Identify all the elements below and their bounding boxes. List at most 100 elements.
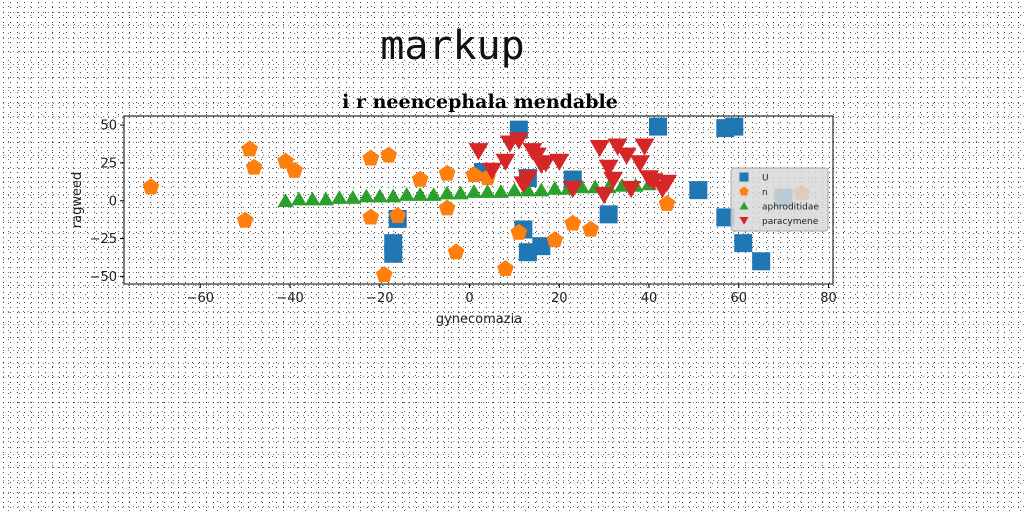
point-0-8 xyxy=(599,205,618,224)
y-tick-label-4: 50 xyxy=(100,119,117,134)
point-1-1 xyxy=(236,211,254,228)
legend-marker-1 xyxy=(739,186,749,196)
x-tick-label-2: −20 xyxy=(366,291,393,306)
point-1-7 xyxy=(380,146,398,163)
point-0-7 xyxy=(689,181,708,200)
point-3-16 xyxy=(616,147,637,165)
point-0-1 xyxy=(648,117,667,136)
point-3-12 xyxy=(562,180,583,199)
point-3-10 xyxy=(535,155,556,173)
x-axis: −60 −40 −20 0 20 40 60 80 xyxy=(187,284,837,306)
point-1-13 xyxy=(465,166,483,183)
point-2-22 xyxy=(573,179,590,194)
point-2-13 xyxy=(452,185,469,200)
y-axis: −50 −25 0 25 50 xyxy=(90,119,124,285)
page-heading: markup xyxy=(380,23,525,69)
point-0-12 xyxy=(752,252,771,271)
point-3-19 xyxy=(634,138,655,156)
point-3-24 xyxy=(594,187,615,205)
x-tick-label-0: −60 xyxy=(187,291,214,306)
point-2-18 xyxy=(519,182,536,197)
point-2-20 xyxy=(546,181,563,195)
plot-marks xyxy=(142,117,810,282)
legend-label-1: n xyxy=(762,188,768,198)
point-1-4 xyxy=(277,152,294,169)
point-0-3 xyxy=(725,117,744,136)
point-2-4 xyxy=(331,190,348,204)
point-1-0 xyxy=(142,178,160,195)
point-3-1 xyxy=(482,162,502,180)
point-3-23 xyxy=(657,174,677,193)
point-2-11 xyxy=(425,187,442,201)
point-1-5 xyxy=(286,161,303,178)
legend-marker-2 xyxy=(739,201,749,210)
point-2-10 xyxy=(412,187,429,201)
point-2-14 xyxy=(466,184,482,198)
legend: Un aphroditidae paracymene xyxy=(730,167,829,232)
point-1-20 xyxy=(658,195,676,211)
point-2-19 xyxy=(533,182,550,197)
legend-box xyxy=(730,167,829,232)
point-3-15 xyxy=(607,138,628,156)
point-2-6 xyxy=(358,188,375,203)
point-2-0 xyxy=(277,193,294,207)
point-1-15 xyxy=(497,260,514,276)
point-2-1 xyxy=(291,191,307,206)
legend-label-2: aphroditidae xyxy=(762,203,819,213)
point-1-16 xyxy=(510,223,528,240)
point-3-17 xyxy=(621,180,641,199)
point-3-4 xyxy=(508,132,529,150)
point-3-2 xyxy=(495,153,516,171)
point-1-17 xyxy=(546,231,564,248)
point-0-14 xyxy=(384,244,403,263)
point-2-9 xyxy=(398,187,415,201)
point-1-6 xyxy=(362,149,380,166)
point-1-9 xyxy=(362,208,380,225)
point-3-25 xyxy=(603,171,624,190)
point-3-13 xyxy=(589,140,610,158)
x-tick-label-3: 0 xyxy=(465,291,473,306)
point-2-5 xyxy=(344,190,361,204)
point-2-16 xyxy=(493,184,509,198)
point-1-23 xyxy=(375,266,393,282)
point-1-22 xyxy=(447,243,465,260)
legend-label-0: U xyxy=(762,174,769,184)
point-1-11 xyxy=(438,164,456,181)
point-2-12 xyxy=(439,185,456,200)
y-tick-label-2: 0 xyxy=(109,194,117,209)
point-2-17 xyxy=(506,182,523,197)
legend-marker-3 xyxy=(739,217,749,225)
x-tick-label-1: −40 xyxy=(276,291,303,306)
x-tick-label-5: 40 xyxy=(641,291,658,306)
point-2-15 xyxy=(479,184,496,198)
point-2-3 xyxy=(318,191,334,206)
point-1-8 xyxy=(411,170,429,187)
x-tick-label-7: 80 xyxy=(820,291,837,306)
legend-marker-0 xyxy=(739,172,749,182)
point-1-3 xyxy=(245,158,263,175)
point-0-10 xyxy=(716,208,735,227)
y-tick-label-0: −50 xyxy=(90,270,117,285)
point-1-19 xyxy=(582,220,600,237)
chart-title: i r neencephala mendable xyxy=(342,91,618,113)
point-3-11 xyxy=(549,153,570,171)
point-1-2 xyxy=(241,140,258,157)
point-1-12 xyxy=(438,199,456,216)
point-2-8 xyxy=(385,188,402,203)
x-tick-label-4: 20 xyxy=(551,291,568,306)
point-2-2 xyxy=(304,191,321,206)
x-axis-label: gynecomazia xyxy=(436,312,522,327)
y-tick-label-3: 25 xyxy=(100,156,117,171)
point-2-7 xyxy=(371,188,388,203)
y-tick-label-1: −25 xyxy=(90,232,117,247)
point-3-14 xyxy=(598,159,619,177)
y-axis-label: ragweed xyxy=(70,172,85,228)
x-tick-label-6: 60 xyxy=(730,291,747,306)
plot-frame xyxy=(123,115,834,285)
point-1-10 xyxy=(389,207,407,223)
point-0-18 xyxy=(532,237,551,256)
point-3-6 xyxy=(517,170,538,188)
legend-label-3: paracymene xyxy=(762,217,819,227)
point-3-0 xyxy=(468,143,489,161)
